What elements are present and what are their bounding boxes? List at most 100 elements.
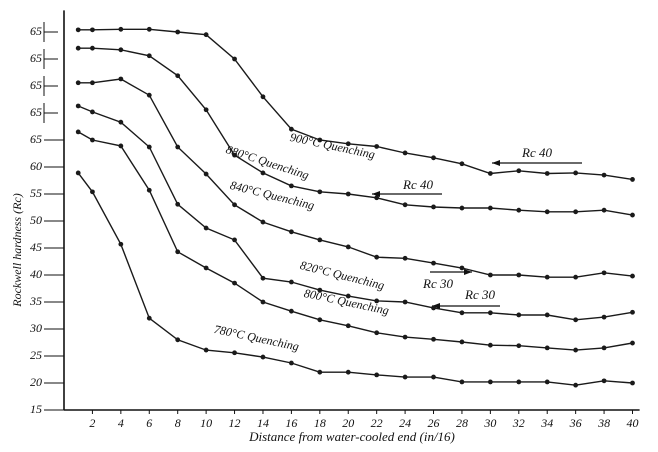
point [573,317,579,323]
point [544,274,550,280]
x-tick-label: 8 [175,416,181,430]
point [146,315,152,321]
arrow-head [464,269,472,275]
x-tick-label: 40 [626,416,638,430]
point [203,225,209,231]
point [431,155,436,161]
point [374,254,380,260]
point [90,45,95,51]
point [459,205,465,211]
x-tick-label: 36 [569,416,582,430]
curve [78,47,633,216]
point [146,144,152,150]
x-tick-label: 30 [483,416,496,430]
point [317,237,323,243]
point [288,183,294,189]
point [175,337,181,343]
point [402,150,408,156]
point [345,141,351,147]
point [516,272,522,278]
point [487,379,493,385]
curve [77,131,633,351]
point [232,350,237,356]
point [203,32,209,38]
y-tick-label: 55 [30,186,42,200]
x-tick-label: 32 [512,416,525,430]
curve-label: 900°C Quenching [289,130,376,162]
point [544,312,550,318]
curve-label: 780°C Quenching [213,322,300,354]
curve-label: 880°C Quenching [224,142,311,182]
series: 840°C Quenching [75,76,635,280]
point [203,265,209,271]
point [516,312,522,318]
x-tick-label: 14 [257,416,269,430]
point [601,378,607,384]
point [374,372,380,378]
point [601,172,607,178]
point [601,207,607,213]
point [288,229,294,235]
y-tick-label: 35 [29,294,42,308]
y-tick-label: 65 [30,132,42,146]
x-tick-label: 6 [146,416,152,430]
point [288,126,294,132]
point [288,308,294,314]
point [118,76,124,82]
point [118,26,124,32]
point [90,109,95,115]
arrow-head [372,191,380,197]
point [146,187,152,193]
y-tick-label: 50 [30,213,42,227]
point [118,143,124,149]
y-tick-label: 65 [30,78,42,92]
point [317,287,323,293]
y-tick-label: 45 [30,240,42,254]
point [601,314,607,320]
annotations: Rc 40 Rc 40 Rc 30 Rc 30 [372,145,582,309]
point [573,274,579,280]
x-tick-label: 26 [428,416,440,430]
point [516,207,522,213]
annotation: Rc 30 [422,276,453,291]
point [90,189,95,195]
point [203,171,209,177]
point [175,29,181,35]
y-tick-label: 40 [30,267,42,281]
point [601,270,607,276]
x-tick-label: 24 [399,416,411,430]
x-tick-label: 34 [540,416,553,430]
point [317,317,323,323]
y-tick-label: 20 [30,375,42,389]
point [288,279,294,285]
x-tick-label: 2 [89,416,95,430]
point [175,249,181,255]
point [146,53,152,59]
point [630,212,635,218]
point [175,201,181,207]
point [118,241,124,247]
arrow-head [492,160,500,166]
y-tick-label: 30 [29,321,42,335]
point [317,369,323,375]
point [374,144,380,149]
y-axis-label: Rockwell hardness (Rc) [10,193,24,308]
point [459,161,465,167]
point [260,299,266,305]
x-tick-label: 10 [200,416,212,430]
x-tick-label: 38 [597,416,610,430]
point [146,92,152,98]
x-axis-label: Distance from water-cooled end (in/16) [248,429,455,444]
point [374,330,380,336]
point [75,45,81,51]
point [146,26,152,32]
point [459,379,465,385]
y-tick-label: 65 [30,105,42,119]
point [345,191,351,197]
annotation: Rc 40 [521,145,552,160]
point [459,265,465,271]
y-tick-label: 15 [30,402,42,416]
y-tick-label: 65 [30,51,42,65]
point [487,205,493,211]
point [487,272,493,278]
